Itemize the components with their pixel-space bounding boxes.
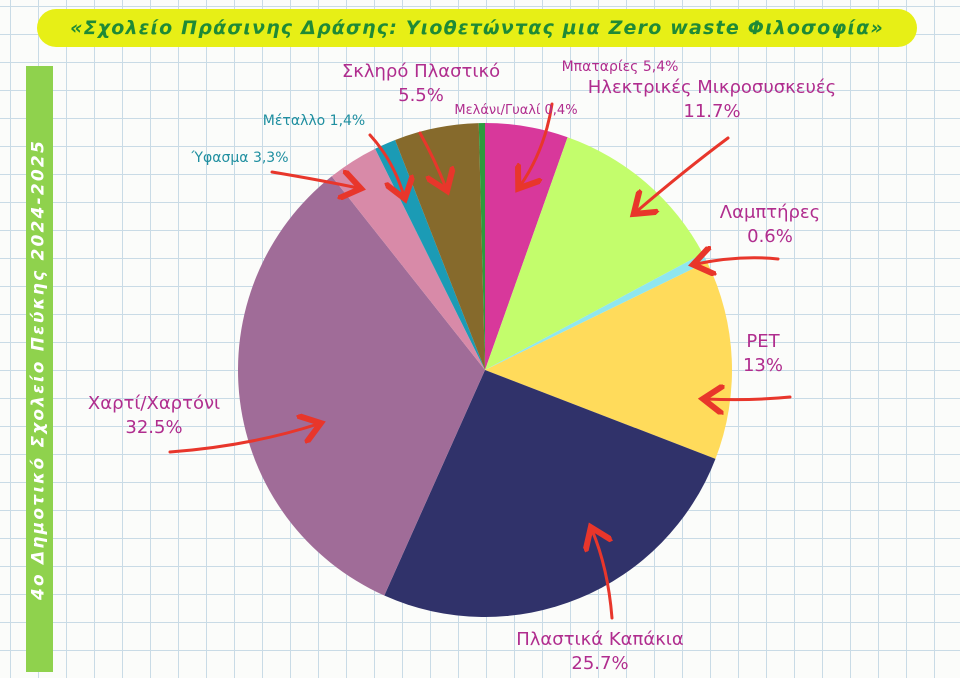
label-arrow-3	[696, 258, 780, 264]
title-banner: «Σχολείο Πράσινης Δράσης: Υιοθετώντας μι…	[37, 9, 917, 47]
pie-slice-4	[485, 261, 732, 459]
pie-slice-9	[395, 123, 485, 370]
pie-slice-6	[238, 176, 485, 596]
label-arrow-4	[706, 397, 792, 400]
slice-label-8: Μέταλλο 1,4%	[263, 113, 365, 129]
slice-label-2: Ηλεκτρικές Μικροσυσκευές 11.7%	[588, 77, 836, 122]
label-arrow-2	[636, 136, 730, 212]
label-arrow-1	[520, 102, 554, 186]
slice-label-9: Σκληρό Πλαστικό 5.5%	[342, 61, 500, 106]
pie-slice-10	[478, 123, 485, 370]
label-arrow-8	[368, 133, 404, 196]
pie-slice-1	[485, 123, 568, 370]
chart-title: «Σχολείο Πράσινης Δράσης: Υιοθετώντας μι…	[70, 17, 884, 39]
slice-label-4: PET 13%	[743, 331, 783, 376]
label-arrow-7	[270, 172, 358, 188]
side-banner: 4ο Δημοτικό Σχολείο Πεύκης 2024-2025	[26, 66, 53, 672]
slice-label-1: Μπαταρίες 5,4%	[562, 59, 679, 75]
slice-label-10: Μελάνι/Γυαλί 0,4%	[454, 103, 577, 118]
pie-slice-7	[331, 148, 485, 370]
slice-label-5: Πλαστικά Καπάκια 25.7%	[516, 629, 684, 674]
slice-label-6: Χαρτί/Χαρτόνι 32.5%	[88, 393, 220, 438]
pie-slice-5	[384, 370, 716, 618]
label-arrow-5	[592, 530, 614, 620]
pie-slice-3	[485, 253, 708, 370]
slice-label-3: Λαμπτήρες 0.6%	[720, 202, 820, 247]
label-arrow-6	[168, 424, 318, 454]
slice-label-7: Ύφασμα 3,3%	[190, 150, 288, 166]
label-arrow-9	[418, 131, 446, 188]
